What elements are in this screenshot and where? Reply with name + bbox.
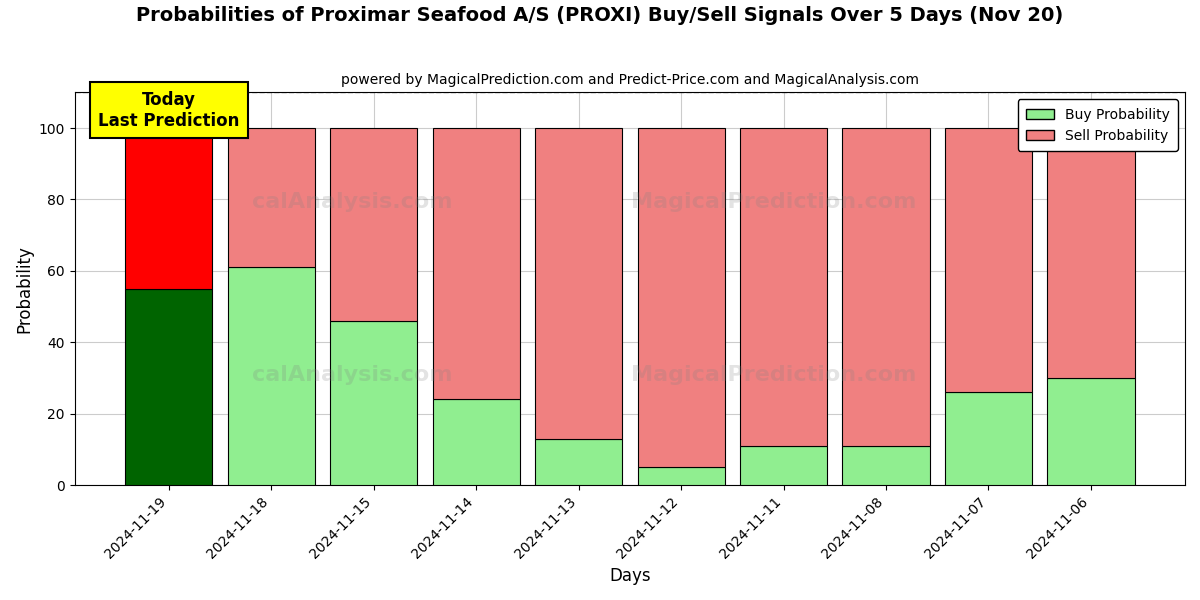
Bar: [1048, 128, 1134, 378]
Text: Probabilities of Proximar Seafood A/S (PROXI) Buy/Sell Signals Over 5 Days (Nov : Probabilities of Proximar Seafood A/S (P…: [137, 6, 1063, 25]
Bar: [330, 321, 418, 485]
X-axis label: Days: Days: [610, 567, 650, 585]
Bar: [842, 128, 930, 446]
Bar: [535, 439, 622, 485]
Bar: [535, 128, 622, 439]
Bar: [740, 128, 827, 446]
Bar: [637, 128, 725, 467]
Bar: [740, 446, 827, 485]
Bar: [228, 267, 314, 485]
Y-axis label: Probability: Probability: [16, 245, 34, 332]
Text: MagicalPrediction.com: MagicalPrediction.com: [631, 365, 917, 385]
Text: MagicalPrediction.com: MagicalPrediction.com: [631, 193, 917, 212]
Text: calAnalysis.com: calAnalysis.com: [252, 365, 452, 385]
Bar: [1048, 378, 1134, 485]
Bar: [125, 128, 212, 289]
Bar: [432, 400, 520, 485]
Bar: [125, 289, 212, 485]
Text: calAnalysis.com: calAnalysis.com: [252, 193, 452, 212]
Bar: [944, 392, 1032, 485]
Bar: [637, 467, 725, 485]
Bar: [842, 446, 930, 485]
Bar: [228, 128, 314, 267]
Title: powered by MagicalPrediction.com and Predict-Price.com and MagicalAnalysis.com: powered by MagicalPrediction.com and Pre…: [341, 73, 919, 87]
Text: Today
Last Prediction: Today Last Prediction: [98, 91, 239, 130]
Legend: Buy Probability, Sell Probability: Buy Probability, Sell Probability: [1018, 99, 1178, 151]
Bar: [944, 128, 1032, 392]
Bar: [330, 128, 418, 321]
Bar: [432, 128, 520, 400]
